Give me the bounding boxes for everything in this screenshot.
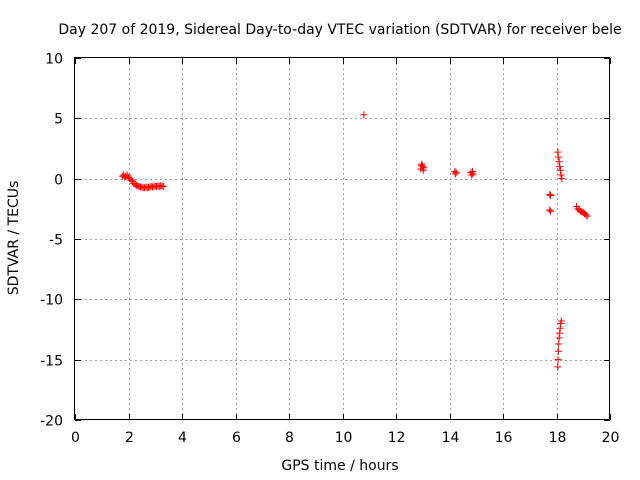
data-point (556, 163, 564, 171)
data-point (547, 192, 555, 200)
data-point (557, 166, 565, 174)
data-point (468, 171, 476, 179)
axis-ticks (75, 58, 611, 421)
data-point (557, 317, 565, 325)
x-tick-label: 16 (495, 430, 513, 446)
plot-frame (74, 57, 610, 420)
y-tick-labels: -20 -15 -10 -5 0 5 10 (40, 52, 63, 430)
y-tick-label: 5 (54, 112, 63, 128)
data-point (555, 334, 563, 342)
x-tick-label: 14 (442, 430, 460, 446)
x-tick-label: 12 (388, 430, 406, 446)
y-tick-label: 10 (45, 52, 63, 68)
chart-title: Day 207 of 2019, Sidereal Day-to-day VTE… (58, 22, 621, 38)
data-point (452, 169, 460, 177)
data-point (554, 347, 562, 355)
data-point (158, 182, 166, 190)
data-point (554, 148, 562, 156)
data-point (547, 207, 555, 215)
data-point (554, 363, 562, 371)
data-point (554, 356, 562, 364)
grid (75, 58, 610, 420)
data-point (469, 170, 477, 178)
data-points (119, 111, 591, 371)
data-point (555, 340, 563, 348)
x-tick-label: 18 (549, 430, 567, 446)
data-point (557, 171, 565, 179)
data-point (159, 183, 167, 191)
data-point (546, 190, 554, 198)
y-tick-label: -15 (40, 354, 63, 370)
data-point (583, 212, 591, 220)
x-tick-label: 20 (602, 430, 620, 446)
y-tick-label: 0 (54, 173, 63, 189)
y-tick-label: -5 (49, 233, 63, 249)
x-tick-label: 2 (125, 430, 134, 446)
data-point (546, 206, 554, 214)
data-point (582, 211, 590, 219)
data-point (554, 153, 562, 161)
data-point (558, 175, 566, 183)
data-point (451, 170, 459, 178)
data-point (419, 163, 427, 171)
data-point (360, 111, 368, 119)
x-tick-label: 8 (285, 430, 294, 446)
x-tick-label: 4 (178, 430, 187, 446)
x-tick-labels: 0 2 4 6 8 10 12 14 16 18 20 (71, 430, 619, 446)
data-point (127, 176, 135, 184)
x-tick-label: 0 (71, 430, 80, 446)
data-point (420, 164, 428, 172)
x-tick-label: 6 (232, 430, 241, 446)
x-axis-label: GPS time / hours (281, 458, 398, 474)
data-point (556, 324, 564, 332)
data-point (556, 329, 564, 337)
y-axis-label: SDTVAR / TECUs (6, 181, 22, 296)
y-tick-label: -20 (40, 414, 63, 430)
y-tick-label: -10 (40, 293, 63, 309)
x-tick-label: 10 (335, 430, 353, 446)
data-point (555, 158, 563, 166)
